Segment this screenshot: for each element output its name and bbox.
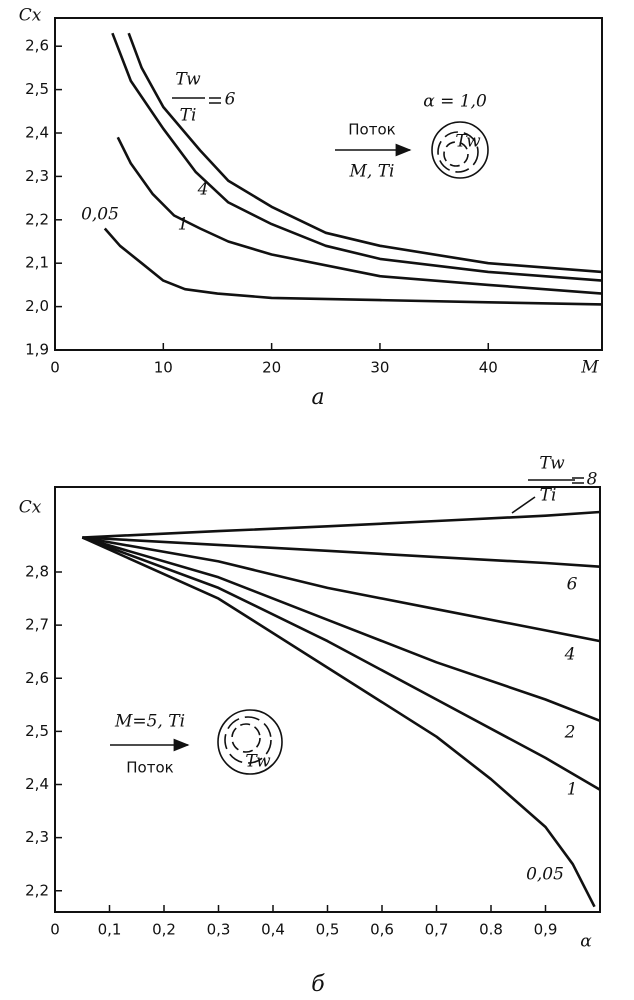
annotation: Поток — [126, 759, 173, 777]
annotation: Ti — [180, 106, 197, 126]
sphere-ring — [231, 723, 261, 753]
x-tick-label: 0,7 — [425, 921, 449, 939]
y-tick-label: 1,9 — [25, 341, 49, 359]
x-tick-label: 0,9 — [534, 921, 558, 939]
annotation: Tw — [539, 454, 565, 474]
plot-frame — [54, 17, 603, 351]
curve — [82, 510, 601, 539]
series-label: 4 — [564, 645, 576, 665]
caption: a — [311, 385, 324, 410]
y-tick-label: 2,3 — [25, 167, 49, 185]
y-tick-label: 2,7 — [25, 616, 49, 634]
x-tick-label: 0,6 — [370, 921, 394, 939]
series-label: 8 — [587, 470, 598, 490]
x-tick-label: 40 — [479, 359, 498, 377]
curve — [127, 32, 603, 274]
annotation: Поток — [348, 121, 395, 139]
series-label: 6 — [225, 90, 236, 110]
y-tick-label: 2,8 — [25, 563, 49, 581]
caption: б — [311, 972, 325, 997]
y-tick-label: 2,5 — [25, 80, 49, 98]
y-tick-label: 2,6 — [25, 37, 49, 55]
curve — [81, 536, 601, 723]
annotation: Tw — [455, 132, 481, 152]
y-tick-label: 2,1 — [25, 254, 49, 272]
annotation: Tw — [245, 752, 271, 772]
decoration — [110, 97, 575, 775]
series-label: 1 — [178, 215, 189, 235]
curve — [81, 536, 596, 908]
y-tick-label: 2,5 — [25, 722, 49, 740]
y-tick-label: 2,4 — [25, 124, 49, 142]
x-axis-label: α — [580, 932, 592, 952]
series-label: 2 — [564, 723, 576, 743]
sphere-ring — [437, 131, 479, 173]
curve — [82, 536, 601, 643]
annotation: Ti — [540, 486, 557, 506]
annotation: Tw — [175, 70, 201, 90]
sphere-icon — [217, 709, 283, 775]
x-axis-label: M — [580, 358, 599, 378]
y-tick-label: 2,2 — [25, 210, 49, 228]
sphere-ring — [443, 141, 469, 167]
sphere-icon — [431, 121, 489, 179]
x-tick-label: 20 — [262, 359, 281, 377]
y-tick-label: 2,4 — [25, 775, 49, 793]
y-axis-label: Cx — [19, 6, 42, 26]
annotation: α = 1,0 — [423, 92, 487, 112]
sphere-ring — [224, 716, 272, 764]
curve — [111, 32, 603, 282]
y-tick-label: 2,2 — [25, 881, 49, 899]
x-tick-label: 0,4 — [261, 921, 285, 939]
series-label: 0,05 — [81, 205, 119, 225]
series-label: 6 — [567, 575, 578, 595]
y-tick-label: 2,0 — [25, 297, 49, 315]
y-tick-label: 2,6 — [25, 669, 49, 687]
x-tick-label: 0 — [50, 921, 60, 939]
x-tick-label: 0,5 — [316, 921, 340, 939]
annotation: M=5, Ti — [114, 712, 185, 732]
curve — [81, 536, 601, 791]
series-label: 4 — [197, 180, 209, 200]
leader-line — [511, 496, 536, 514]
curve — [116, 136, 603, 295]
x-tick-label: 0,1 — [98, 921, 122, 939]
x-tick-label: 0 — [50, 359, 60, 377]
x-tick-label: 0,3 — [207, 921, 231, 939]
series-label: 1 — [567, 780, 578, 800]
x-tick-label: 30 — [370, 359, 389, 377]
series-label: 0,05 — [526, 865, 564, 885]
curve — [103, 227, 603, 306]
x-tick-label: 0,2 — [152, 921, 176, 939]
curve — [82, 536, 601, 568]
y-tick-label: 2,3 — [25, 828, 49, 846]
x-tick-label: 0.8 — [479, 921, 503, 939]
x-tick-label: 10 — [154, 359, 173, 377]
y-axis-label: Cx — [19, 498, 42, 518]
annotation: M, Ti — [349, 162, 395, 182]
